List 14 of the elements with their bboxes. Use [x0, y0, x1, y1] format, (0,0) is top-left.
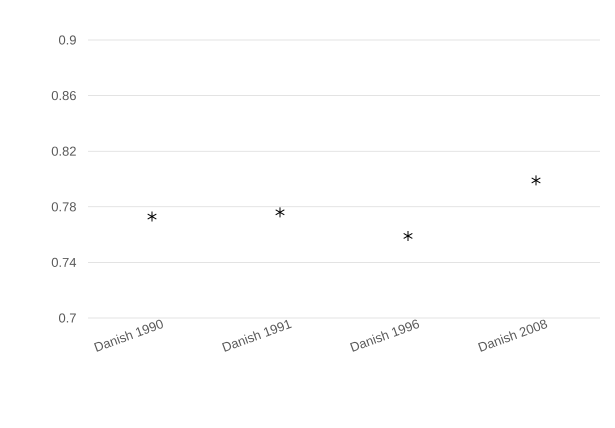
point [147, 211, 157, 222]
y-tick-label: 0.86 [52, 91, 76, 100]
x-tick-label: Danish 2008 [478, 320, 548, 352]
y-tick-label: 0.82 [52, 146, 76, 156]
y-tick-label: 0.7 [58, 313, 76, 323]
y-tick-label: 0.9 [58, 35, 76, 45]
point [275, 206, 285, 218]
x-tick-label: Danish 1996 [350, 320, 420, 352]
point [403, 230, 413, 242]
point [531, 174, 541, 186]
y-tick-label: 0.78 [52, 202, 76, 212]
x-tick-label: Danish 1991 [222, 320, 292, 352]
x-tick-label: Danish 1990 [94, 320, 163, 352]
y-tick-label: 0.74 [52, 258, 76, 267]
